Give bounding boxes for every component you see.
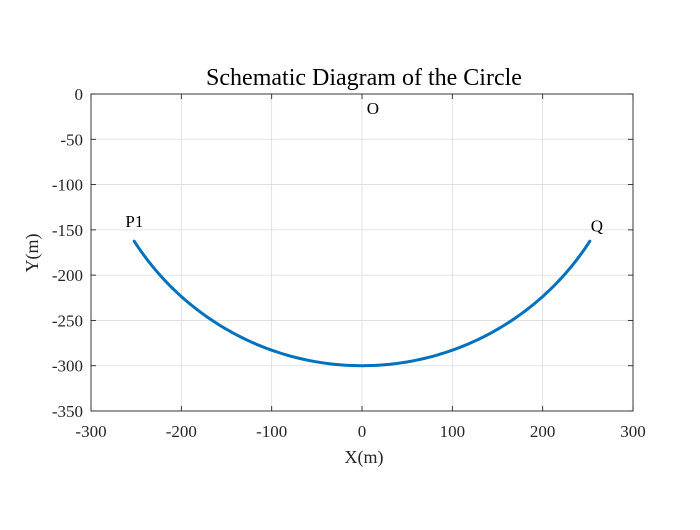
y-tick-label: -100 <box>52 176 83 195</box>
x-tick-label: -200 <box>166 422 197 441</box>
point-label-p1: P1 <box>125 212 143 231</box>
x-tick-label: 0 <box>358 422 367 441</box>
point-label-q: Q <box>591 217 603 236</box>
x-tick-label: -300 <box>75 422 106 441</box>
grid <box>90 93 634 412</box>
x-tick-label: 300 <box>620 422 646 441</box>
annotations: O P1 Q <box>125 99 603 236</box>
y-tick-label: -150 <box>52 221 83 240</box>
point-label-o: O <box>367 99 379 118</box>
y-axis-label: Y(m) <box>22 234 43 273</box>
y-tick-label: -300 <box>52 357 83 376</box>
ticks <box>90 93 634 412</box>
y-tick-label: -350 <box>52 402 83 421</box>
x-tick-label: 100 <box>440 422 466 441</box>
y-tick-label: -50 <box>60 130 83 149</box>
series-layer <box>132 239 592 368</box>
x-axis-label: X(m) <box>345 447 384 468</box>
y-tick-label: -200 <box>52 266 83 285</box>
y-tick-label: 0 <box>75 85 84 104</box>
chart-title: Schematic Diagram of the Circle <box>206 65 522 91</box>
circle-arc-series <box>132 239 592 368</box>
x-tick-label: 200 <box>530 422 556 441</box>
x-tick-label: -100 <box>256 422 287 441</box>
y-tick-label: -250 <box>52 311 83 330</box>
tick-labels: -300 -200 -100 0 100 200 300 0 -50 -100 -150 -200 -2… <box>52 85 646 441</box>
